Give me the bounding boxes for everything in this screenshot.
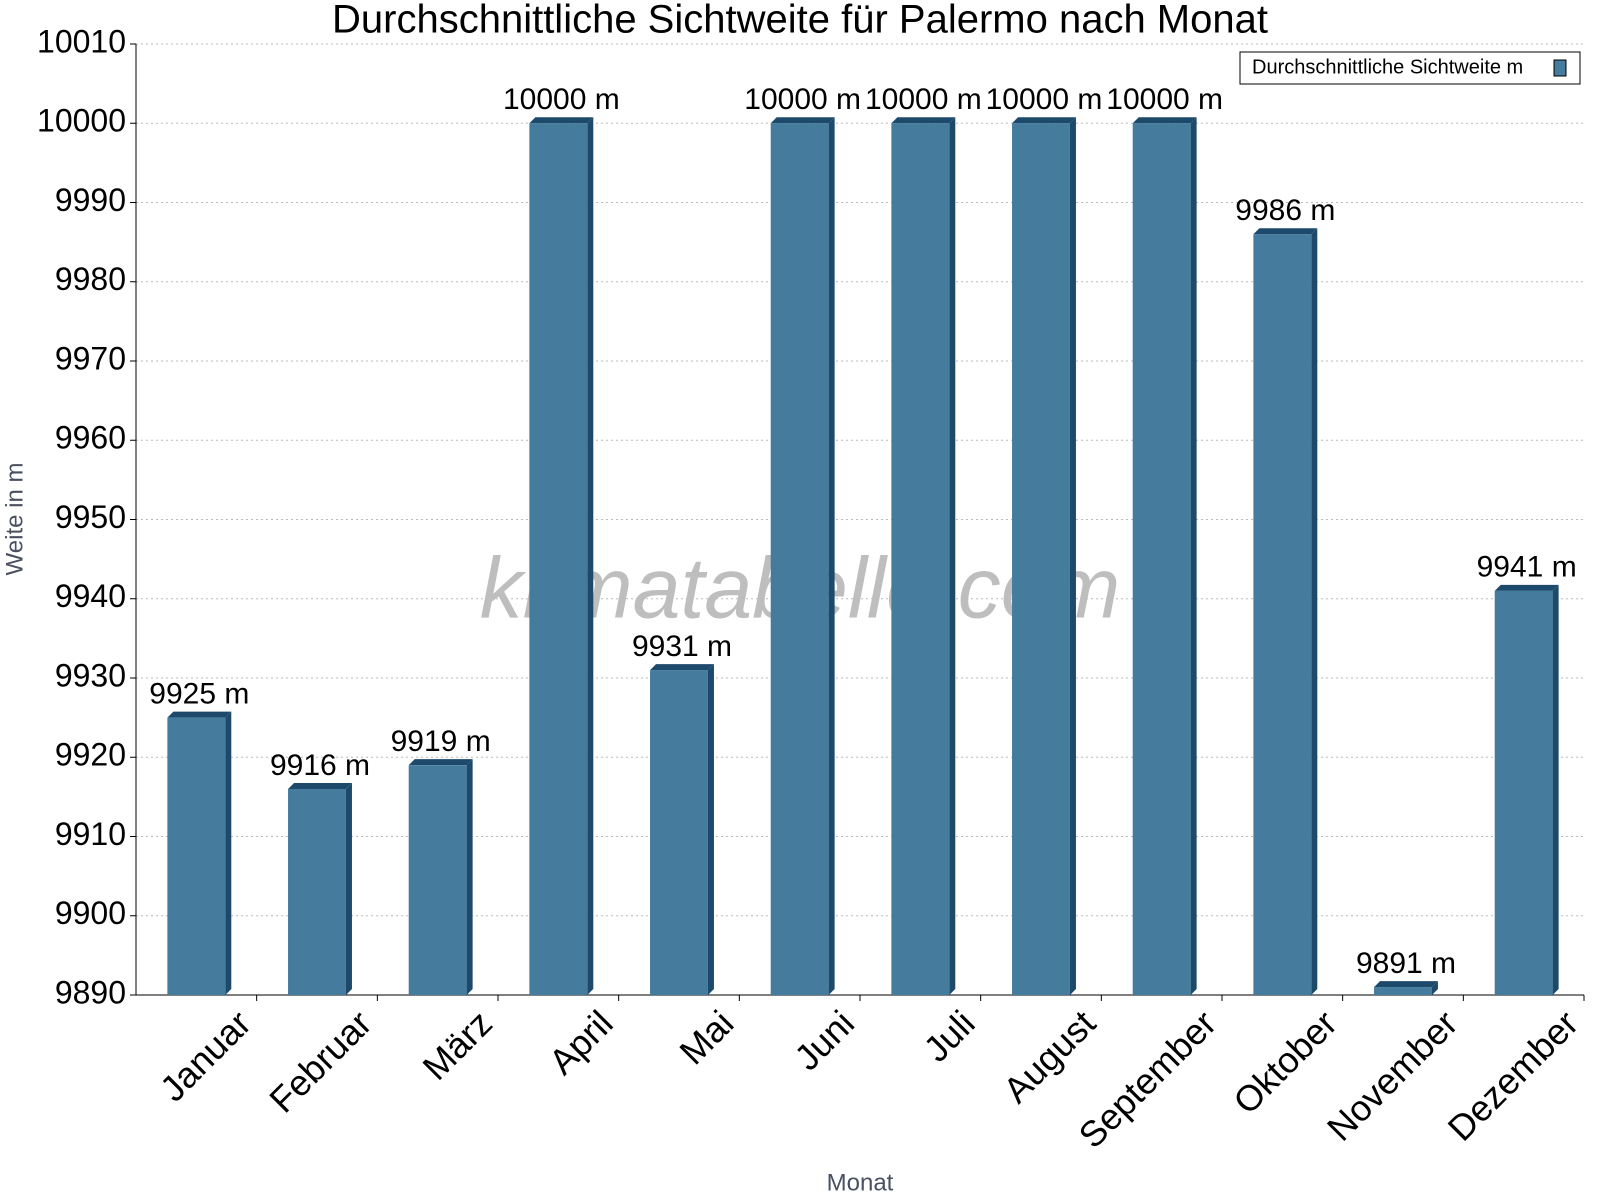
bar-top	[1012, 117, 1076, 124]
bar-top	[1132, 117, 1197, 124]
bar	[650, 670, 708, 995]
x-tick-label: Februar	[261, 1002, 379, 1120]
x-tick-label: Dezember	[1440, 1002, 1586, 1148]
legend-label: Durchschnittliche Sichtweite m	[1252, 56, 1523, 78]
bar-top	[650, 664, 714, 671]
bar-top	[1253, 228, 1318, 235]
bar-side	[1311, 228, 1318, 995]
x-tick-label: Juni	[786, 1002, 862, 1078]
x-axis-label: Monat	[827, 1169, 894, 1196]
x-tick-label: Mai	[671, 1002, 741, 1072]
y-tick-label: 9910	[55, 816, 126, 852]
data-label: 9916 m	[270, 749, 370, 782]
y-tick-label: 9990	[55, 182, 126, 218]
data-label: 9925 m	[149, 678, 249, 711]
bar-top	[288, 782, 352, 789]
data-label: 10000 m	[744, 83, 861, 116]
y-tick-label: 9890	[55, 974, 126, 1010]
bar	[1012, 123, 1070, 995]
bar-side	[587, 117, 594, 995]
data-label: 9891 m	[1356, 947, 1456, 980]
bar	[408, 765, 467, 995]
bar	[1253, 234, 1312, 995]
y-tick-label: 9900	[55, 895, 126, 931]
data-label: 9986 m	[1235, 194, 1335, 227]
legend-box	[1239, 51, 1581, 85]
x-tick-label: Oktober	[1225, 1002, 1345, 1122]
data-label: 10000 m	[986, 83, 1103, 116]
x-tick-label: April	[541, 1002, 621, 1082]
x-tick-label: November	[1319, 1002, 1465, 1148]
bar-top	[167, 711, 232, 718]
data-label: 10000 m	[503, 83, 620, 116]
bar-top	[891, 117, 956, 124]
bar-side	[466, 759, 473, 995]
y-tick-label: 9960	[55, 420, 126, 456]
bar-top	[1494, 584, 1559, 591]
bar	[529, 123, 588, 995]
y-tick-label: 9930	[55, 657, 126, 693]
bar-side	[1069, 117, 1076, 995]
x-tick-label: März	[414, 1002, 500, 1088]
data-label: 10000 m	[1106, 83, 1223, 116]
bar	[891, 123, 950, 995]
bar	[167, 717, 226, 995]
bar-side	[345, 782, 352, 995]
bar-side	[828, 117, 835, 995]
x-tick-label: August	[995, 1002, 1103, 1110]
bar-side	[225, 711, 232, 995]
bar-side	[1431, 981, 1438, 995]
data-label: 10000 m	[865, 83, 982, 116]
bar	[1374, 987, 1432, 995]
data-label: 9941 m	[1477, 551, 1577, 584]
y-tick-label: 10000	[37, 103, 126, 139]
bar-side	[1552, 584, 1559, 995]
y-tick-label: 9980	[55, 261, 126, 297]
y-tick-label: 9950	[55, 499, 126, 535]
chart-title: Durchschnittliche Sichtweite für Palermo…	[332, 0, 1268, 42]
bar-top	[1374, 981, 1438, 988]
bar	[288, 788, 346, 995]
bar-top	[770, 117, 835, 124]
bar-side	[1190, 117, 1197, 995]
data-label: 9931 m	[632, 630, 732, 663]
bar-side	[949, 117, 956, 995]
bar	[1132, 123, 1191, 995]
x-tick-label: Januar	[152, 1002, 259, 1109]
bar-side	[707, 664, 714, 995]
bar	[770, 123, 829, 995]
y-tick-label: 9970	[55, 340, 126, 376]
bar-top	[529, 117, 594, 124]
data-label: 9919 m	[391, 725, 491, 758]
y-tick-label: 10010	[37, 23, 126, 59]
legend-swatch	[1553, 59, 1567, 77]
x-tick-label: Juli	[916, 1002, 983, 1069]
bar	[1494, 590, 1553, 995]
y-axis-label: Weite in m	[1, 463, 28, 576]
y-tick-label: 9940	[55, 578, 126, 614]
bar-top	[408, 759, 473, 766]
y-tick-label: 9920	[55, 737, 126, 773]
